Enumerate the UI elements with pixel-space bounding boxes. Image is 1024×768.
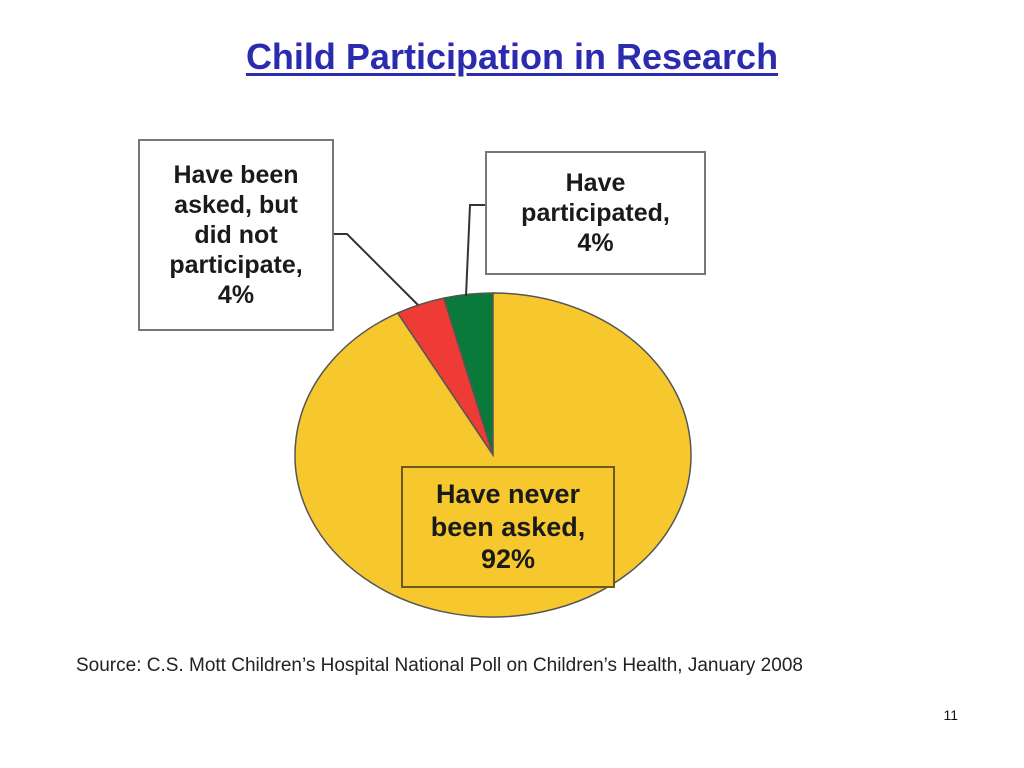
page-number: 11 xyxy=(943,707,958,723)
slide-title: Child Participation in Research xyxy=(245,36,779,77)
slice-label-participated: Have participated, 4% xyxy=(485,151,706,275)
slice-label-never-asked: Have never been asked, 92% xyxy=(401,466,615,588)
label-lines: Have never been asked, 92% xyxy=(430,479,586,575)
leader-line-asked-not xyxy=(334,233,419,306)
source-note: Source: C.S. Mott Children’s Hospital Na… xyxy=(76,655,803,676)
leader-line-participated xyxy=(465,204,485,297)
label-lines: Have participated, 4% xyxy=(521,169,670,257)
slice-label-asked-not-participated: Have been asked, but did not participate, 4% xyxy=(138,139,334,331)
label-lines: Have been asked, but did not participate, 4% xyxy=(169,161,303,309)
leader-lines xyxy=(334,204,485,306)
